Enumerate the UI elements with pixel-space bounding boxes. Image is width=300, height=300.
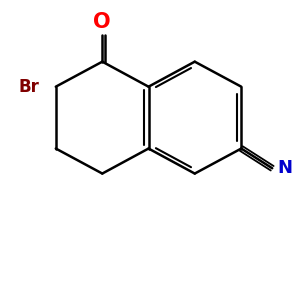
- Text: Br: Br: [19, 78, 40, 96]
- Text: O: O: [94, 12, 111, 32]
- Text: N: N: [278, 159, 292, 177]
